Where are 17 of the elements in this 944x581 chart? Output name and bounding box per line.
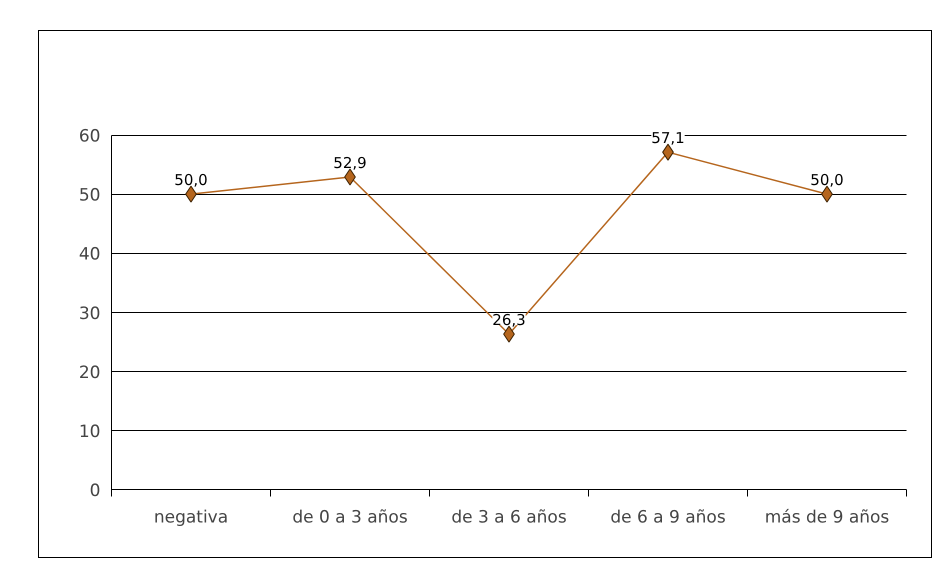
data-label: 57,1 bbox=[651, 129, 685, 148]
x-tick-label: de 3 a 6 años bbox=[451, 508, 567, 528]
x-tick-label: negativa bbox=[154, 508, 228, 528]
data-label: 26,3 bbox=[492, 311, 526, 330]
x-tick-label: de 0 a 3 años bbox=[292, 508, 408, 528]
x-tick-label: más de 9 años bbox=[764, 508, 890, 528]
y-tick-label: 30 bbox=[78, 304, 101, 324]
y-tick-label: 10 bbox=[78, 422, 101, 442]
y-tick-label: 60 bbox=[78, 126, 101, 147]
y-tick-label: 50 bbox=[78, 186, 101, 206]
data-label: 50,0 bbox=[174, 171, 208, 190]
y-tick-label: 0 bbox=[90, 481, 101, 501]
x-tick-label: de 6 a 9 años bbox=[610, 508, 726, 528]
y-tick-label: 40 bbox=[78, 244, 101, 265]
data-label: 52,9 bbox=[333, 154, 367, 172]
y-tick-label: 20 bbox=[78, 362, 101, 383]
data-label: 50,0 bbox=[810, 171, 844, 190]
